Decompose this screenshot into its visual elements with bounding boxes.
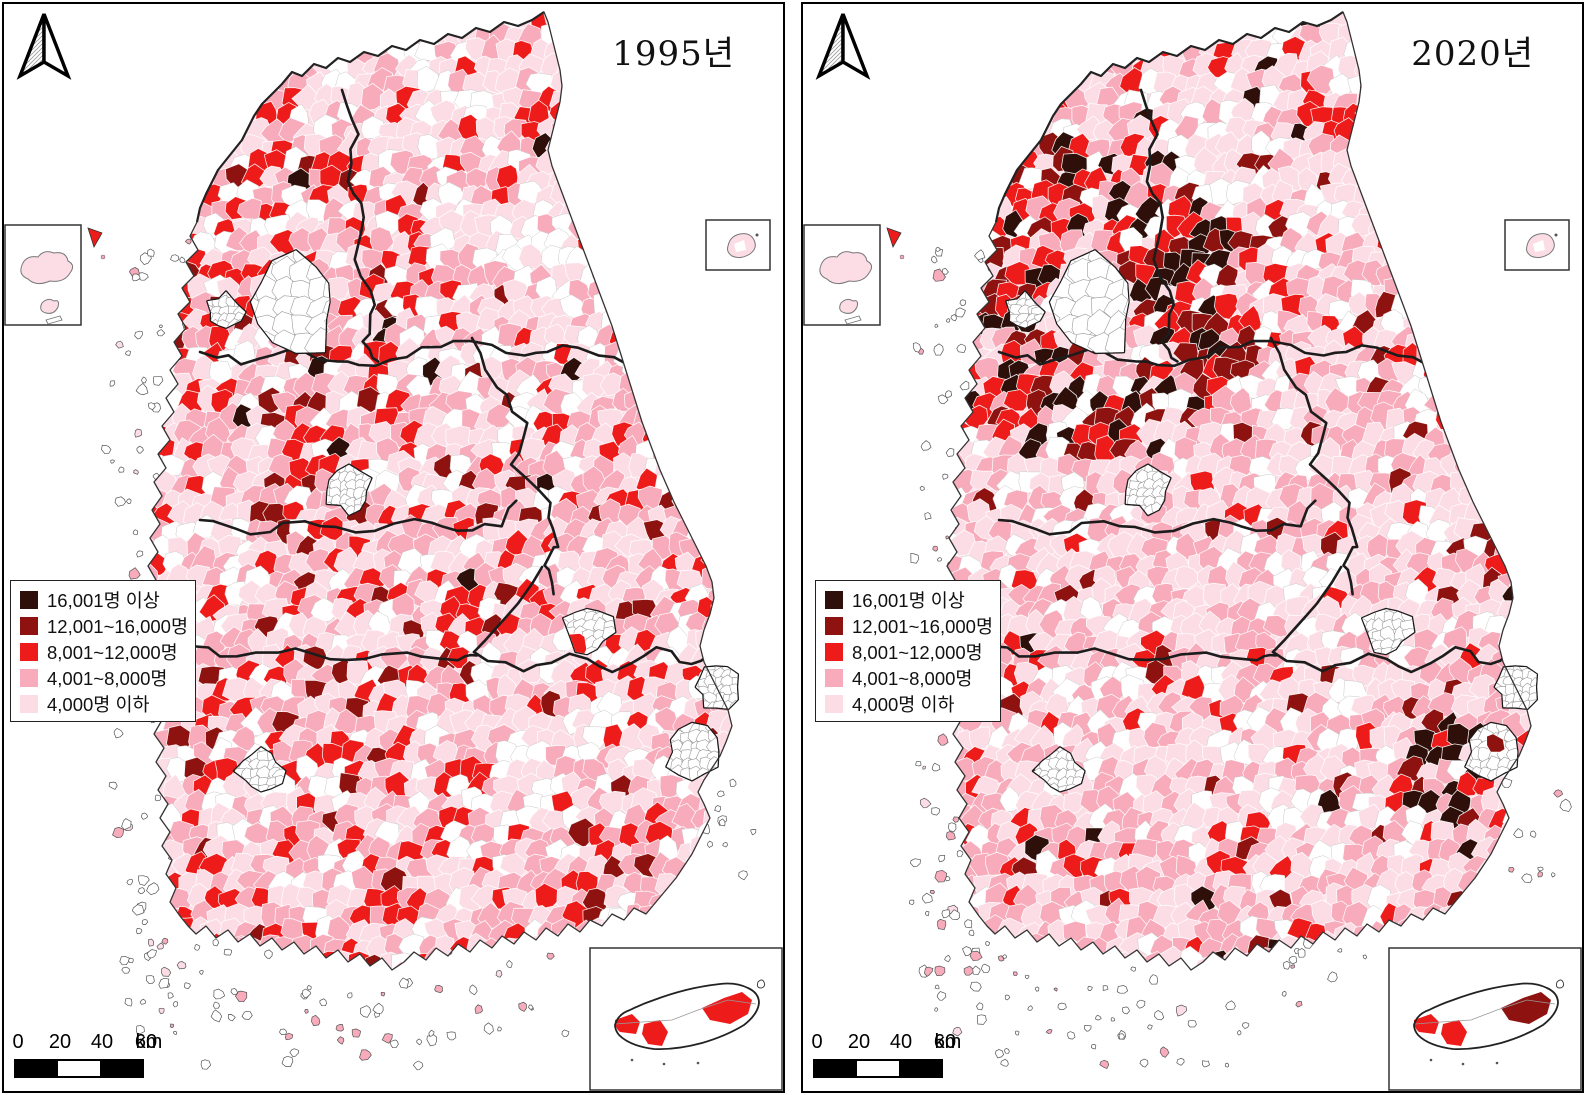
scale-tick: 0 [811,1031,823,1053]
legend-label: 4,001~8,000명 [47,668,168,689]
map-panel-1995: 1995년 16,001명 이상 12,001~16,000명 8,001~12… [2,2,785,1093]
legend-item: 4,000명 이하 [20,694,187,715]
scale-bar: 0 20 40 60 km [12,1031,204,1083]
map-title-2020: 2020년 [1411,34,1534,74]
legend-label: 4,000명 이하 [852,694,955,715]
scale-bar-labels: 0 20 40 60 km [12,1031,163,1053]
legend-label: 16,001명 이상 [47,590,160,611]
scale-tick: 40 [889,1031,913,1053]
scale-tick: 40 [90,1031,114,1053]
legend-swatch [20,591,38,609]
scale-tick: 0 [12,1031,24,1053]
legend-label: 12,001~16,000명 [47,616,188,637]
legend-item: 12,001~16,000명 [825,616,993,637]
legend-label: 8,001~12,000명 [852,642,983,663]
legend-swatch [825,617,843,635]
legend-item: 4,001~8,000명 [20,668,187,689]
scale-bar-graphic [14,1059,144,1078]
legend-label: 12,001~16,000명 [852,616,993,637]
legend-box: 16,001명 이상 12,001~16,000명 8,001~12,000명 … [10,580,196,722]
legend-label: 4,000명 이하 [47,694,150,715]
scale-bar-graphic [813,1059,943,1078]
legend-swatch [20,617,38,635]
legend-box: 16,001명 이상 12,001~16,000명 8,001~12,000명 … [815,580,1001,722]
legend-swatch [20,695,38,713]
legend-item: 16,001명 이상 [825,590,992,611]
scale-tick: 20 [48,1031,72,1053]
korea-choropleth-map-1995 [4,11,783,1091]
scale-tick: 20 [847,1031,871,1053]
legend-item: 4,001~8,000명 [825,668,992,689]
legend-swatch [825,695,843,713]
scale-bar: 0 20 40 60 km [811,1031,1003,1083]
scale-bar-labels: 0 20 40 60 km [811,1031,962,1053]
scale-unit: km [934,1031,962,1053]
legend-item: 4,000명 이하 [825,694,992,715]
legend-item: 16,001명 이상 [20,590,187,611]
legend-swatch [825,591,843,609]
legend-label: 8,001~12,000명 [47,642,178,663]
map-panel-2020: 2020년 16,001명 이상 12,001~16,000명 8,001~12… [801,2,1584,1093]
legend-item: 8,001~12,000명 [825,642,992,663]
korea-choropleth-map-2020 [803,11,1582,1091]
legend-swatch [20,643,38,661]
legend-item: 12,001~16,000명 [20,616,188,637]
legend-item: 8,001~12,000명 [20,642,187,663]
legend-swatch [20,669,38,687]
map-title-1995: 1995년 [612,34,735,74]
legend-label: 16,001명 이상 [852,590,965,611]
scale-unit: km [135,1031,163,1053]
legend-label: 4,001~8,000명 [852,668,973,689]
legend-swatch [825,669,843,687]
legend-swatch [825,643,843,661]
